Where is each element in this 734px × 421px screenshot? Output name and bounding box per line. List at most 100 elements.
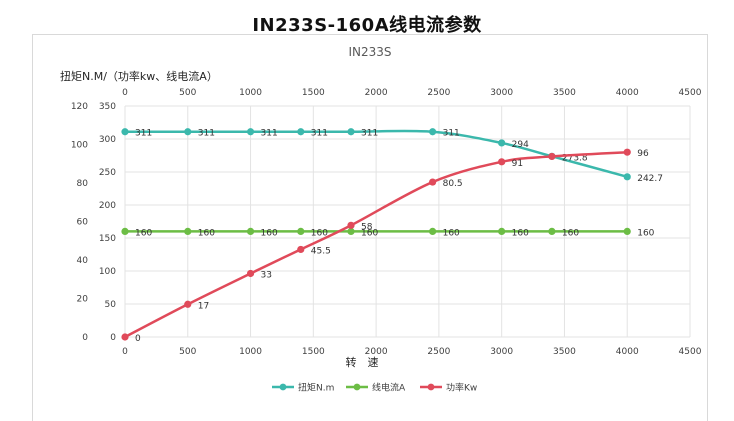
data-label: 160 [311, 228, 328, 238]
data-label: 58 [361, 222, 373, 232]
data-point [297, 128, 305, 136]
data-label: 160 [637, 228, 654, 238]
y-left-tick-label: 80 [77, 179, 89, 189]
legend-marker [279, 383, 287, 391]
y-right-tick-label: 350 [99, 102, 116, 112]
legend-marker [353, 383, 361, 391]
x-tick-label: 4500 [679, 347, 702, 357]
x-top-tick-label: 1500 [302, 88, 325, 98]
y-left-tick-label: 60 [77, 218, 89, 228]
x-tick-label: 1000 [239, 347, 262, 357]
x-tick-label: 2500 [427, 347, 450, 357]
data-point [347, 227, 355, 235]
data-label: 33 [261, 270, 272, 280]
data-label: 311 [261, 129, 278, 139]
chart-frame [32, 34, 708, 421]
y-left-tick-label: 20 [77, 295, 89, 305]
y-right-tick-label: 300 [99, 135, 116, 145]
data-point [347, 128, 355, 136]
x-tick-label: 2000 [365, 347, 388, 357]
series-line-1 [125, 129, 628, 179]
legend-label: 功率Kw [446, 382, 477, 394]
y-right-tick-label: 250 [99, 168, 116, 178]
x-top-tick-label: 4500 [679, 88, 702, 98]
x-tick-label: 500 [179, 347, 196, 357]
y-right-tick-label: 0 [110, 333, 116, 343]
data-point [184, 300, 192, 308]
legend-label: 扭矩N.m [298, 382, 334, 394]
data-label: 311 [311, 129, 328, 139]
data-point [246, 128, 255, 136]
x-top-tick-label: 3500 [553, 88, 576, 98]
data-label: 311 [135, 129, 152, 139]
x-top-tick-label: 3000 [490, 88, 513, 98]
data-label: 45.5 [311, 246, 331, 256]
legend-label: 线电流A [372, 382, 406, 394]
data-point [184, 227, 192, 235]
data-point [347, 221, 355, 229]
data-label: 160 [198, 228, 215, 238]
data-label: 160 [512, 228, 529, 238]
x-tick-label: 1500 [302, 347, 325, 357]
y-right-tick-label: 100 [99, 267, 116, 277]
data-label: 0 [135, 334, 141, 344]
data-point [297, 245, 305, 254]
data-point [184, 128, 192, 136]
data-point [246, 227, 255, 235]
x-top-tick-label: 0 [122, 88, 128, 98]
data-point [623, 227, 631, 235]
data-point [121, 227, 129, 235]
chart-title: IN233S [348, 45, 391, 59]
data-point [429, 178, 437, 186]
data-point [429, 128, 437, 136]
x-top-tick-label: 4000 [616, 88, 639, 98]
page-title: IN233S-160A线电流参数 [252, 15, 482, 36]
data-label: 294 [512, 140, 529, 150]
data-label: 80.5 [443, 179, 463, 189]
x-tick-label: 3000 [490, 347, 513, 357]
data-point [548, 227, 556, 235]
data-point [121, 333, 129, 341]
data-label: 160 [443, 228, 460, 238]
data-label: 311 [443, 129, 460, 139]
x-top-tick-label: 1000 [239, 88, 262, 98]
data-point [246, 269, 255, 278]
data-point [498, 158, 506, 166]
y-left-tick-label: 120 [71, 102, 88, 112]
x-top-tick-label: 2500 [427, 88, 450, 98]
data-label: 160 [261, 228, 278, 238]
data-label: 242.7 [637, 174, 663, 184]
data-label: 17 [198, 301, 209, 311]
y-axis-label: 扭矩N.M/（功率kw、线电流A） [60, 69, 218, 83]
x-top-tick-label: 500 [179, 88, 196, 98]
data-label: 311 [198, 129, 215, 139]
y-left-tick-label: 0 [82, 333, 88, 343]
data-point [498, 139, 506, 147]
y-left-tick-label: 40 [77, 256, 89, 266]
data-label: 160 [361, 228, 378, 238]
y-right-tick-label: 150 [99, 234, 116, 244]
data-label: 273.8 [562, 153, 588, 163]
y-left-tick-label: 100 [71, 141, 88, 151]
data-point [429, 227, 437, 235]
x-tick-label: 0 [122, 347, 128, 357]
data-label: 160 [135, 228, 152, 238]
data-label: 160 [562, 228, 579, 238]
legend-marker [427, 383, 435, 391]
data-label: 96 [637, 149, 649, 159]
y-right-tick-label: 200 [99, 201, 116, 211]
x-axis-label: 转 速 [346, 355, 379, 369]
data-point [498, 227, 506, 235]
data-point [623, 173, 631, 181]
x-tick-label: 4000 [616, 347, 639, 357]
data-point [623, 148, 631, 156]
data-label: 91 [512, 159, 523, 169]
data-point [548, 152, 556, 161]
data-point [121, 128, 129, 136]
y-right-tick-label: 50 [105, 300, 117, 310]
x-tick-label: 3500 [553, 347, 576, 357]
data-label: 311 [361, 129, 378, 139]
x-top-tick-label: 2000 [365, 88, 388, 98]
data-point [297, 227, 305, 235]
